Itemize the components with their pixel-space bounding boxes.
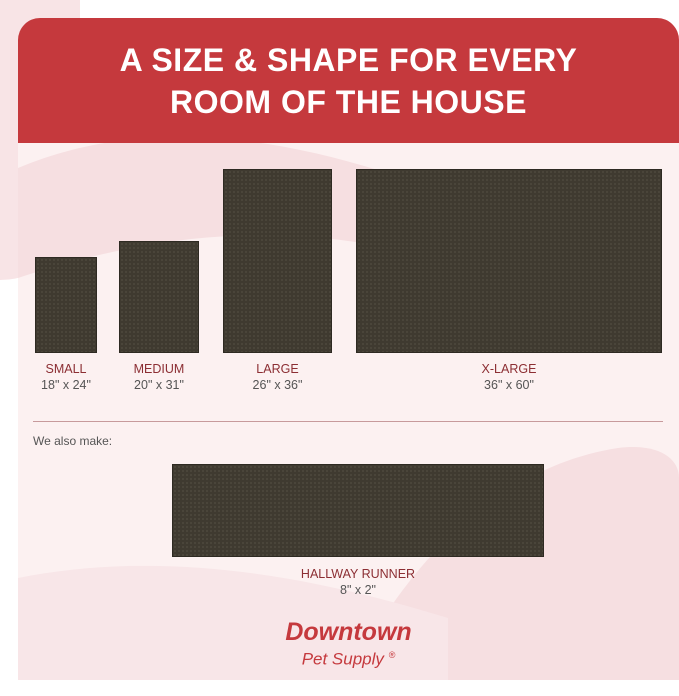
mat-medium [119,241,199,353]
divider [33,421,663,422]
background-swirl [18,565,448,680]
brand-logo: Downtown Pet Supply ® [285,618,412,669]
size-label-hallway-runner: HALLWAY RUNNER 8" x 2" [300,567,416,597]
mat-x-large [356,169,662,353]
size-label-small: SMALL 18" x 24" [41,362,91,392]
also-make-label: We also make: [33,434,113,448]
size-label-x-large: X-LARGE 36" x 60" [481,362,537,392]
page-title: A SIZE & SHAPE FOR EVERY ROOM OF THE HOUS… [119,41,578,120]
mat-small [35,257,97,353]
mat-hallway-runner [172,464,544,557]
size-label-medium: MEDIUM 20" x 31" [133,362,185,392]
header-banner: A SIZE & SHAPE FOR EVERY ROOM OF THE HOUS… [18,18,679,143]
mat-large [223,169,332,353]
infographic-card: A SIZE & SHAPE FOR EVERY ROOM OF THE HOUS… [18,18,679,680]
size-label-large: LARGE 26" x 36" [252,362,303,392]
